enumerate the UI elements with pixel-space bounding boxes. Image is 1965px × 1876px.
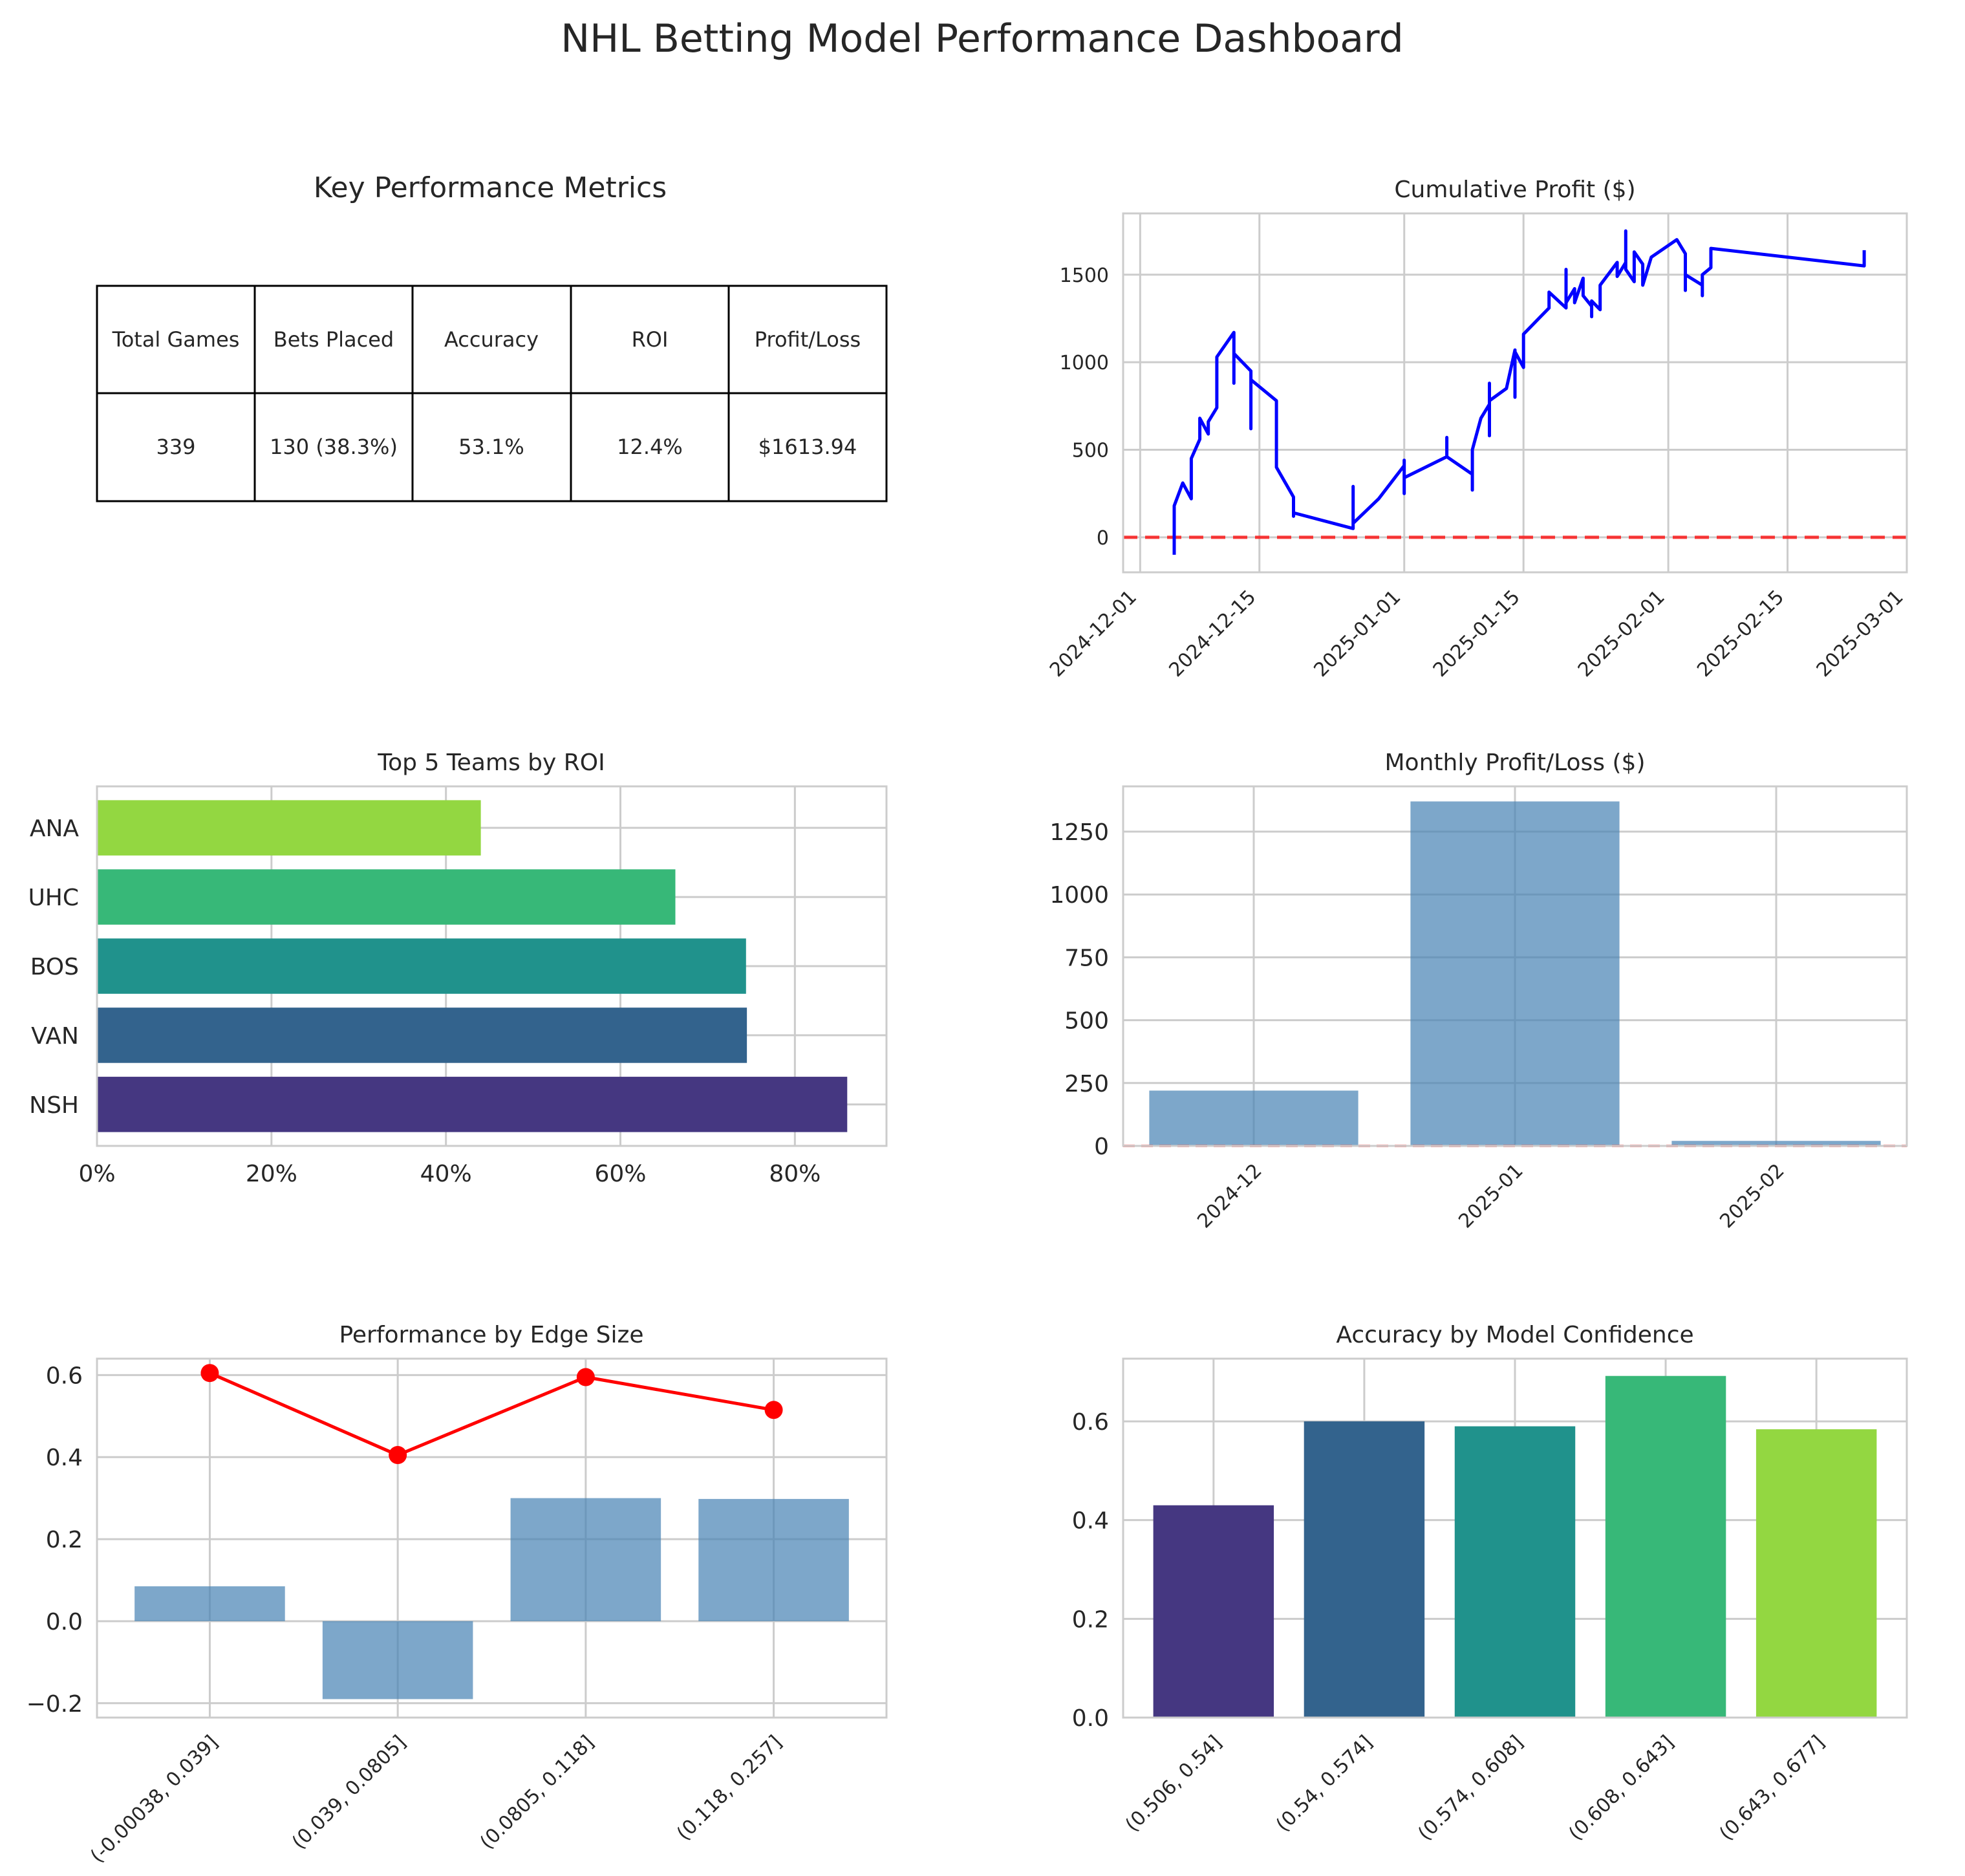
table-value-cell: 339 xyxy=(156,435,195,459)
x-tick-label: 0% xyxy=(78,1161,115,1187)
y-tick-label: −0.2 xyxy=(27,1691,83,1718)
x-tick-label: 80% xyxy=(769,1161,821,1187)
y-tick-label: 0.4 xyxy=(1072,1508,1109,1535)
monthly-profit-bar xyxy=(1410,801,1620,1146)
cumulative-plot-frame xyxy=(1122,212,1908,574)
x-tick-label: 60% xyxy=(594,1161,646,1187)
x-tick-label: 40% xyxy=(420,1161,472,1187)
edge-line-series xyxy=(200,1364,783,1465)
y-tick-label: 750 xyxy=(1064,945,1109,971)
team-roi-bar xyxy=(97,800,481,856)
edge-roi-bar xyxy=(698,1498,849,1621)
y-tick-label: UHC xyxy=(28,885,79,911)
monthly-bars xyxy=(1149,801,1881,1146)
table-value-cell: $1613.94 xyxy=(758,435,857,459)
confidence-accuracy-bar xyxy=(1304,1421,1425,1718)
cumulative-gridlines xyxy=(1123,213,1908,572)
edge-accuracy-marker xyxy=(764,1401,783,1419)
teams-tick-labels: 0% 20% 40% 60% 80% NSH VAN BOS UHC ANA xyxy=(28,815,821,1187)
confidence-accuracy-bar xyxy=(1153,1505,1274,1718)
team-roi-bar xyxy=(97,1077,848,1132)
team-roi-bar xyxy=(97,938,746,994)
edge-accuracy-marker xyxy=(576,1368,595,1386)
y-tick-label: 0 xyxy=(1097,527,1109,550)
x-tick-label: 20% xyxy=(246,1161,297,1187)
edge-size-title: Performance by Edge Size xyxy=(339,1322,643,1348)
model-confidence-title: Accuracy by Model Confidence xyxy=(1336,1322,1693,1348)
monthly-profit-bar xyxy=(1671,1141,1881,1146)
table-value-cell: 53.1% xyxy=(458,435,524,459)
y-tick-label: VAN xyxy=(31,1023,79,1050)
y-tick-label: 0.4 xyxy=(46,1445,83,1471)
table-value-cell: 130 (38.3%) xyxy=(270,435,398,459)
y-tick-label: 0 xyxy=(1094,1134,1109,1160)
edge-plot-frame xyxy=(96,1357,888,1719)
y-tick-label: 1000 xyxy=(1049,882,1109,909)
dashboard-title: NHL Betting Model Performance Dashboard xyxy=(561,16,1404,61)
table-value-cell: 12.4% xyxy=(617,435,683,459)
cumulative-profit-line xyxy=(1172,229,1866,555)
y-tick-label: 0.0 xyxy=(46,1609,83,1635)
edge-roi-bar xyxy=(322,1621,473,1699)
top-teams-panel: Top 5 Teams by ROI 0% 20% 40% 60% 80% NSH VAN B… xyxy=(28,749,888,1187)
y-tick-label: 1500 xyxy=(1060,264,1109,287)
y-tick-label: 500 xyxy=(1064,1008,1109,1035)
y-tick-label: 250 xyxy=(1064,1071,1109,1097)
confidence-plot-frame xyxy=(1122,1357,1908,1719)
confidence-accuracy-bar xyxy=(1756,1429,1877,1718)
table-header-cell: ROI xyxy=(632,327,669,352)
monthly-profit-bar xyxy=(1149,1090,1358,1146)
metrics-table-grid xyxy=(97,286,886,501)
top-teams-title: Top 5 Teams by ROI xyxy=(377,749,605,776)
edge-accuracy-marker xyxy=(389,1446,407,1465)
table-header-cell: Bets Placed xyxy=(274,327,394,352)
y-tick-label: 1250 xyxy=(1049,819,1109,846)
metrics-table-title: Key Performance Metrics xyxy=(314,171,667,204)
y-tick-label: 0.0 xyxy=(1072,1705,1109,1732)
y-tick-label: 0.6 xyxy=(46,1363,83,1389)
edge-accuracy-line xyxy=(209,1371,775,1457)
edge-bars xyxy=(134,1498,849,1699)
y-tick-label: BOS xyxy=(30,954,79,980)
confidence-bars xyxy=(1153,1375,1877,1718)
y-tick-label: 0.2 xyxy=(46,1527,83,1553)
team-roi-bar xyxy=(97,869,676,925)
monthly-profit-title: Monthly Profit/Loss ($) xyxy=(1384,749,1645,776)
y-tick-label: ANA xyxy=(30,815,80,842)
y-tick-label: 1000 xyxy=(1060,352,1109,374)
table-header-cell: Accuracy xyxy=(444,327,539,352)
confidence-accuracy-bar xyxy=(1454,1426,1576,1718)
team-roi-bar xyxy=(97,1008,747,1063)
table-header-cell: Profit/Loss xyxy=(755,327,861,352)
teams-bars xyxy=(97,800,848,1132)
monthly-plot-frame xyxy=(1122,785,1908,1147)
cumulative-series xyxy=(1172,229,1866,555)
edge-roi-bar xyxy=(510,1498,661,1621)
teams-plot-frame xyxy=(96,785,888,1147)
y-tick-label: 500 xyxy=(1072,439,1109,462)
y-tick-label: 0.6 xyxy=(1072,1409,1109,1436)
confidence-accuracy-bar xyxy=(1605,1375,1726,1718)
edge-accuracy-marker xyxy=(200,1364,219,1383)
cumulative-profit-title: Cumulative Profit ($) xyxy=(1394,177,1635,203)
y-tick-label: NSH xyxy=(29,1092,79,1119)
table-header-cell: Total Games xyxy=(112,327,240,352)
y-tick-label: 0.2 xyxy=(1072,1606,1109,1633)
edge-roi-bar xyxy=(134,1586,285,1621)
metrics-table-panel: Key Performance Metrics Total Games Bets… xyxy=(96,171,888,502)
